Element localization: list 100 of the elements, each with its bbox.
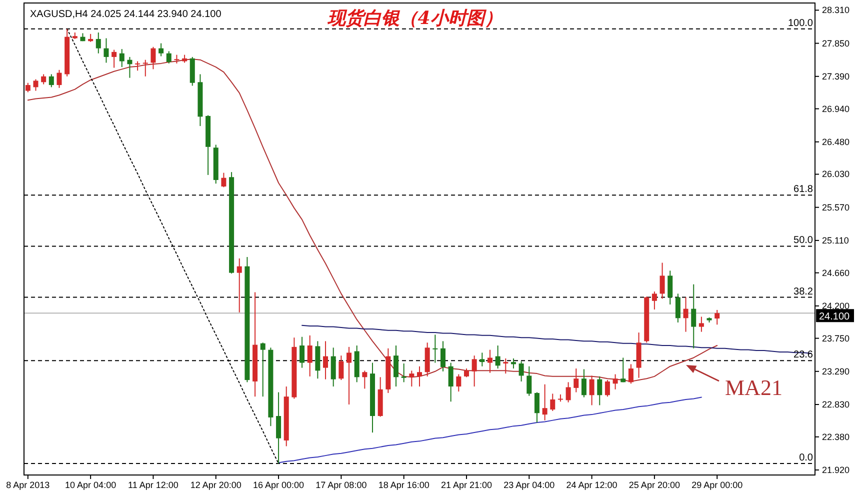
- candlestick: [330, 347, 336, 387]
- candlestick: [574, 368, 579, 393]
- candlestick: [660, 262, 665, 300]
- y-tick-label: 22.830: [822, 399, 850, 410]
- candlestick: [566, 382, 571, 403]
- chart-title: 现货白银（4小时图）: [326, 8, 502, 29]
- candlestick: [150, 46, 156, 70]
- y-tick-label: 25.110: [822, 235, 849, 246]
- candlestick: [96, 32, 101, 54]
- x-tick-label: 23 Apr 04:00: [504, 480, 555, 490]
- candlestick: [714, 309, 720, 326]
- candlestick: [480, 352, 485, 367]
- candlestick: [362, 370, 368, 390]
- candlestick: [550, 393, 556, 412]
- line-series: [278, 396, 702, 464]
- x-tick-label: 24 Apr 12:00: [566, 480, 618, 490]
- candlestick: [675, 293, 680, 323]
- candlestick: [597, 376, 602, 406]
- y-tick-label: 28.310: [822, 5, 850, 16]
- candlestick: [221, 172, 226, 188]
- candlestick: [166, 50, 172, 64]
- y-tick-label: 25.570: [822, 202, 850, 212]
- candlestick: [581, 368, 586, 398]
- y-tick-label: 26.480: [822, 136, 850, 147]
- x-tick-label: 11 Apr 12:00: [128, 480, 178, 490]
- candlestick: [542, 384, 548, 421]
- x-tick-label: 8 Apr 2013: [6, 480, 50, 490]
- candlestick: [323, 340, 328, 380]
- candlestick: [526, 366, 532, 396]
- candlestick: [394, 344, 399, 387]
- candlestick: [495, 344, 500, 370]
- annotation: 0.0: [799, 452, 814, 464]
- candlestick: [472, 355, 477, 387]
- candlestick: [683, 296, 688, 332]
- candlestick: [409, 370, 414, 387]
- candlestick: [104, 38, 109, 64]
- candlestick: [142, 59, 148, 77]
- candlestick: [25, 82, 30, 93]
- annotation: 38.2: [794, 286, 814, 298]
- candlestick: [456, 374, 462, 392]
- candlestick: [612, 374, 618, 390]
- y-tick-label: 27.850: [822, 38, 850, 48]
- y-tick-label: 24.660: [822, 268, 850, 278]
- y-tick-label: 23.750: [822, 333, 850, 344]
- candlestick: [691, 284, 696, 349]
- candlestick: [534, 392, 540, 423]
- y-tick-label: 27.390: [822, 71, 850, 82]
- candlestick: [401, 362, 406, 383]
- candlestick: [628, 364, 634, 384]
- candlestick: [236, 258, 242, 313]
- candlestick: [518, 360, 524, 382]
- candlestick: [698, 316, 704, 332]
- candlestick: [604, 380, 610, 398]
- candlestick: [307, 334, 312, 377]
- candlestick: [620, 357, 626, 383]
- candlestick: [668, 270, 673, 305]
- candlestick: [41, 74, 46, 85]
- annotation: 23.6: [794, 350, 814, 361]
- candlestick: [432, 334, 438, 364]
- y-tick-label: 26.940: [822, 104, 850, 114]
- y-tick-label: 23.290: [822, 366, 850, 376]
- x-tick-label: 18 Apr 16:00: [378, 480, 430, 490]
- annotation: 100.0: [788, 18, 814, 29]
- x-tick-label: 25 Apr 20:00: [628, 480, 680, 490]
- candlestick: [652, 291, 657, 310]
- candlestick: [112, 49, 117, 68]
- x-tick-label: 21 Apr 21:00: [440, 480, 492, 490]
- candlestick: [487, 349, 492, 374]
- candlestick: [48, 74, 54, 88]
- candlestick: [158, 42, 164, 57]
- x-tick-label: 10 Apr 04:00: [65, 480, 116, 490]
- candlestick: [503, 358, 508, 374]
- price-label: 24.100: [816, 309, 854, 323]
- candlestick: [589, 375, 594, 406]
- candlestick: [276, 392, 282, 464]
- x-tick-label: 16 Apr 00:00: [253, 480, 304, 490]
- candlestick: [56, 69, 62, 88]
- x-tick-label: 17 Apr 08:00: [316, 480, 367, 490]
- y-tick-label: 21.920: [822, 464, 850, 475]
- ref-line-label: 24.100: [819, 312, 850, 323]
- candlestick: [127, 56, 132, 78]
- candlestick: [346, 346, 352, 405]
- candlestick: [510, 358, 516, 370]
- candlestick: [33, 78, 38, 92]
- annotation: 61.8: [794, 184, 814, 196]
- annotation: 50.0: [794, 235, 814, 246]
- candlestick: [440, 340, 446, 372]
- y-tick-label: 24.200: [822, 300, 850, 311]
- candlestick: [417, 366, 422, 387]
- candlestick: [338, 355, 344, 381]
- y-tick-label: 22.380: [822, 432, 850, 442]
- candlestick: [300, 336, 305, 368]
- candlestick: [448, 362, 454, 402]
- annotation: MA21: [725, 375, 782, 400]
- x-tick-label: 12 Apr 20:00: [190, 480, 242, 490]
- candlestick: [119, 48, 124, 68]
- x-tick-label: 29 Apr 00:00: [692, 480, 743, 490]
- text: XAGUSD,H4 24.025 24.144 23.940 24.100: [30, 9, 222, 20]
- candlestick: [135, 60, 140, 72]
- candlestick: [260, 342, 266, 398]
